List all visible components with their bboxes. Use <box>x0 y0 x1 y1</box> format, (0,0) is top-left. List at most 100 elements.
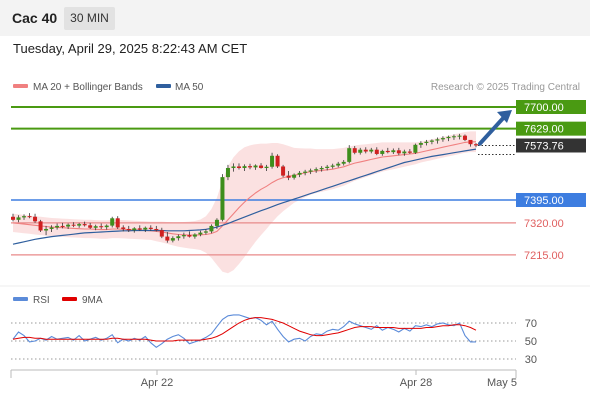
candle-body-up <box>143 227 148 230</box>
level-label-0: 7700.00 <box>524 102 564 114</box>
candle-body-up <box>66 224 71 227</box>
candle-body-down <box>259 165 264 168</box>
candle-body-up <box>192 234 197 237</box>
candle <box>110 216 115 228</box>
candle-body-up <box>297 172 302 175</box>
candle <box>336 161 341 168</box>
level-label-box-3 <box>516 193 586 207</box>
candle <box>27 213 32 219</box>
candle-body-down <box>121 227 126 229</box>
candle-body-up <box>44 228 49 231</box>
candle-body-up <box>93 226 98 228</box>
candle-body-up <box>225 167 230 178</box>
candle-body-down <box>275 155 280 167</box>
candle-body-down <box>352 148 357 153</box>
candle <box>236 163 241 170</box>
candle <box>451 134 456 140</box>
legend-swatch-9ma <box>62 297 77 301</box>
timeframe-button[interactable]: 30 MIN <box>64 7 115 30</box>
candle-body-up <box>104 225 109 228</box>
candle-body-up <box>55 225 60 228</box>
candle <box>66 223 71 229</box>
candle-body-up <box>418 142 423 145</box>
candle <box>148 225 153 231</box>
candle-body-up <box>264 166 269 168</box>
candle <box>16 215 21 223</box>
candle <box>440 136 445 142</box>
candle-body-up <box>303 171 308 173</box>
price-panel: 7700.00 7629.00 7573.76 7395.00 7320.00 7215.… <box>11 100 586 274</box>
candle-body-up <box>336 163 341 166</box>
legend-label-ma20: MA 20 + Bollinger Bands <box>33 82 143 93</box>
candle-body-down <box>11 216 15 220</box>
candle <box>159 227 164 239</box>
candle <box>358 147 363 155</box>
candle <box>374 147 379 156</box>
candle <box>44 225 49 236</box>
candle-body-down <box>462 135 467 140</box>
candle <box>253 164 258 170</box>
candle <box>170 236 175 243</box>
candle <box>341 160 346 166</box>
level-label-4: 7320.00 <box>524 218 564 230</box>
candle <box>55 223 60 230</box>
x-tick-label-may5: May 5 <box>487 377 517 389</box>
candle-body-up <box>242 166 247 168</box>
level-label-5: 7215.00 <box>524 250 564 262</box>
candle <box>88 222 93 229</box>
candle <box>303 169 308 176</box>
target-arrow-shaft <box>478 113 508 146</box>
candle <box>248 163 253 170</box>
legend-swatch-ma20 <box>13 84 28 88</box>
candle-body-up <box>292 174 297 178</box>
candle <box>231 163 236 172</box>
candle-body-up <box>270 155 275 167</box>
candle-body-up <box>132 228 137 231</box>
candle-body-up <box>220 177 225 220</box>
candle <box>435 137 440 144</box>
candle-body-up <box>325 166 330 168</box>
ma20-line <box>12 141 476 236</box>
candle <box>446 135 451 142</box>
legend-label-rsi: RSI <box>33 295 50 306</box>
candle <box>407 149 412 154</box>
candle <box>165 232 170 243</box>
candle <box>11 213 15 222</box>
candle-body-down <box>27 216 32 218</box>
candle <box>154 225 159 232</box>
candle-body-down <box>38 221 43 231</box>
candle-body-up <box>429 140 434 142</box>
candle-body-up <box>22 216 27 218</box>
candle-body-down <box>33 216 38 222</box>
candle <box>275 154 280 168</box>
candle-body-up <box>424 141 429 143</box>
candle-body-down <box>363 149 368 152</box>
candle-body-up <box>380 150 385 154</box>
candle <box>396 147 401 156</box>
candle-body-up <box>110 218 115 226</box>
candle <box>385 147 390 154</box>
candle <box>457 133 462 140</box>
candle <box>429 139 434 145</box>
candle-body-up <box>319 167 324 170</box>
candle <box>60 222 65 229</box>
candle <box>292 173 297 180</box>
candle-body-up <box>341 161 346 164</box>
candle <box>225 164 230 181</box>
legend-label-ma50: MA 50 <box>175 82 204 93</box>
candle-body-up <box>203 231 208 233</box>
candle <box>82 221 87 227</box>
timestamp: Tuesday, April 29, 2025 8:22:43 AM CET <box>13 41 248 56</box>
candle <box>209 224 214 234</box>
candle-body-up <box>209 225 214 232</box>
level-label-box-0 <box>516 100 586 114</box>
rsi-tick-label-70: 70 <box>525 318 537 330</box>
candle <box>319 166 324 172</box>
rsi-tick-label-30: 30 <box>525 354 537 366</box>
ma50-line <box>12 148 477 245</box>
candle <box>468 139 473 147</box>
candle-body-down <box>407 151 412 153</box>
candle <box>132 227 137 233</box>
candle <box>369 147 374 154</box>
